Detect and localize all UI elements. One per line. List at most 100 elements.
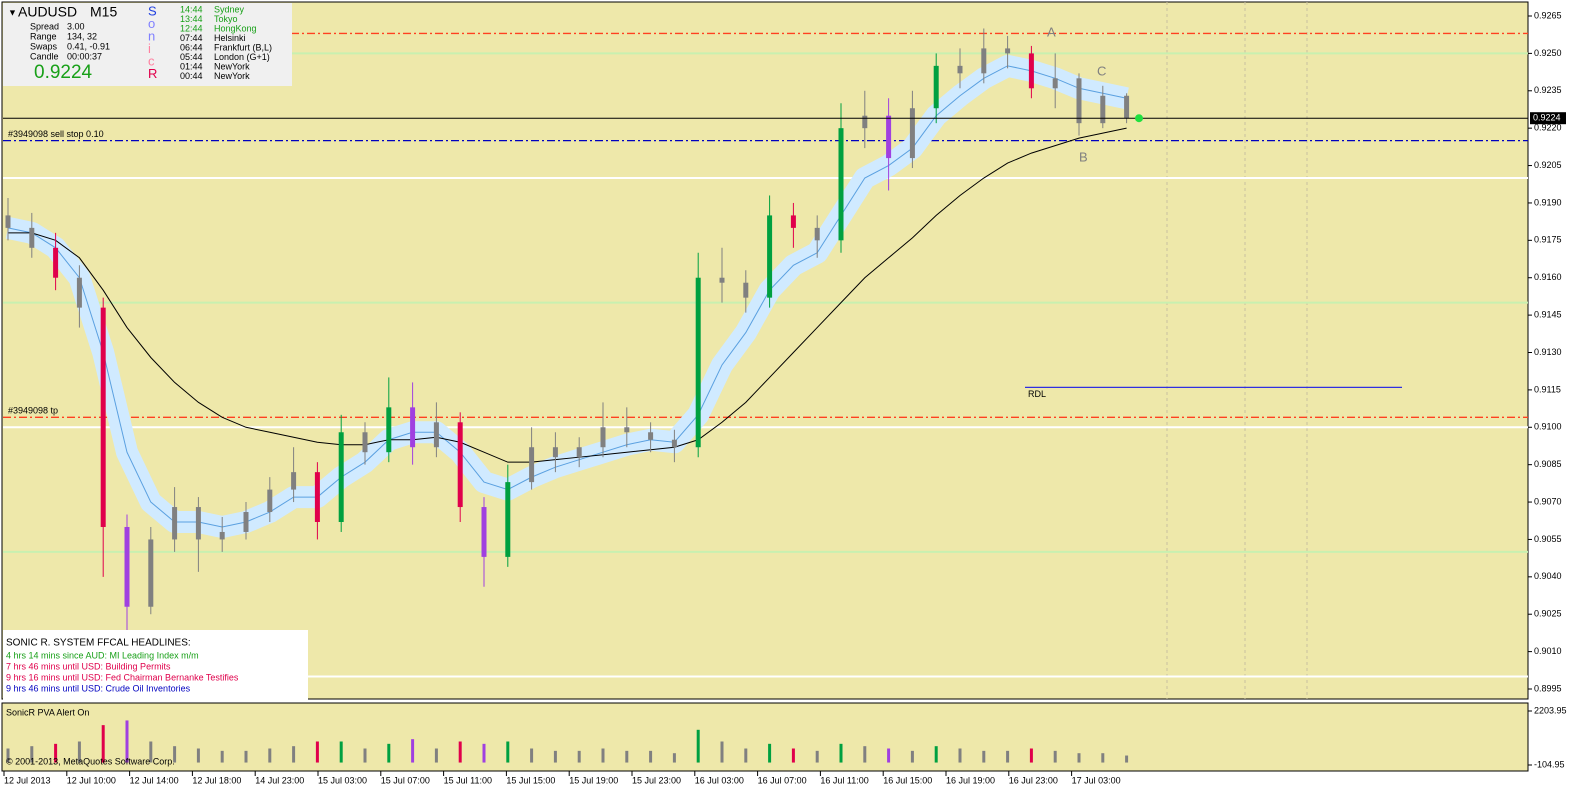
candle-body xyxy=(195,507,201,540)
plot: #3949098 sell stop 0.10 #3949098 tp RDL xyxy=(3,28,1528,763)
x-tick-label: 16 Jul 15:00 xyxy=(883,775,932,785)
y-tick-label: 0.9130 xyxy=(1534,347,1562,357)
candle-body xyxy=(386,407,392,453)
candle-body xyxy=(172,507,178,540)
candle-body xyxy=(124,526,130,607)
symbol: AUDUSD xyxy=(18,4,77,20)
sonic-letter: c xyxy=(148,53,155,68)
session-city: NewYork xyxy=(214,61,250,71)
copyright: © 2001-2013, MetaQuotes Software Corp. xyxy=(6,756,175,766)
x-tick-label: 12 Jul 10:00 xyxy=(67,775,116,785)
v-tick-label: -104.95 xyxy=(1534,759,1565,769)
candle-body xyxy=(314,472,320,522)
candle-body xyxy=(957,65,963,74)
candle-body xyxy=(338,432,344,522)
current-price-dot xyxy=(1135,114,1143,123)
x-tick-label: 16 Jul 11:00 xyxy=(820,775,868,785)
candle-body xyxy=(648,432,654,440)
candle-body xyxy=(719,277,725,283)
x-tick-label: 15 Jul 23:00 xyxy=(632,775,681,785)
candle-body xyxy=(243,512,249,532)
y-tick-label: 0.9250 xyxy=(1534,48,1562,58)
ma-fast xyxy=(7,65,1127,528)
volume-panel xyxy=(1,702,1529,772)
current-price-label: 0.9224 xyxy=(1533,113,1561,123)
candle-body xyxy=(291,472,297,490)
x-tick-label: 16 Jul 03:00 xyxy=(695,775,744,785)
candle-body xyxy=(600,427,606,448)
x-tick-label: 15 Jul 15:00 xyxy=(506,775,555,785)
candle-body xyxy=(624,427,630,433)
candle-body xyxy=(886,115,892,159)
price: 0.9224 xyxy=(34,62,93,83)
y-tick-label: 0.9220 xyxy=(1534,123,1562,133)
y-tick-label: 0.9190 xyxy=(1534,197,1562,207)
candle-body xyxy=(219,531,225,540)
info-value: 00:00:37 xyxy=(67,51,102,61)
info-value: 0.41, -0.91 xyxy=(67,41,110,51)
session-time: 14:44 xyxy=(180,4,203,14)
candle-body xyxy=(981,48,987,74)
candle-body xyxy=(76,277,82,308)
news-lines: 4 hrs 14 mins since AUD: MI Leading Inde… xyxy=(6,650,239,693)
y-tick-label: 0.9175 xyxy=(1534,235,1562,245)
volume-title: SonicR PVA Alert On xyxy=(6,707,89,717)
candle-body xyxy=(1124,95,1130,119)
y-tick-label: 0.9100 xyxy=(1534,422,1562,432)
pattern-label: B xyxy=(1079,149,1088,164)
candle-body xyxy=(767,215,773,298)
news-line: 9 hrs 16 mins until USD: Fed Chairman Be… xyxy=(6,672,239,682)
session-time: 00:44 xyxy=(180,71,203,81)
y-tick-label: 0.9235 xyxy=(1534,85,1562,95)
ma-slow xyxy=(8,127,1127,463)
news-line: 9 hrs 46 mins until USD: Crude Oil Inven… xyxy=(6,683,191,693)
sonic-letter: n xyxy=(148,28,155,43)
y-tick-label: 0.9115 xyxy=(1534,384,1561,394)
session-city: Frankfurt (B,L) xyxy=(214,42,272,52)
candle-body xyxy=(790,215,796,228)
info-label: Candle xyxy=(30,51,59,61)
candle-body xyxy=(576,447,582,458)
session-city: Sydney xyxy=(214,4,245,14)
info-label: Swaps xyxy=(30,41,58,51)
info-arrow: ▼ xyxy=(8,7,17,17)
candle-body xyxy=(1052,78,1058,89)
info-panel xyxy=(3,3,292,86)
y-tick-label: 0.9145 xyxy=(1534,309,1562,319)
sessions: 14:44 Sydney 13:44 Tokyo 12:44 HongKong 07:44 H… xyxy=(180,4,272,81)
y-tick-label: 0.9055 xyxy=(1534,534,1562,544)
v-tick-label: 2203.95 xyxy=(1534,705,1567,715)
candle-body xyxy=(695,277,701,448)
news-panel xyxy=(3,630,308,700)
x-tick-label: 16 Jul 23:00 xyxy=(1009,775,1058,785)
candle-body xyxy=(362,432,368,453)
info-label: Spread xyxy=(30,21,59,31)
session-time: 12:44 xyxy=(180,23,203,33)
y-tick-label: 0.9010 xyxy=(1534,646,1562,656)
session-time: 13:44 xyxy=(180,14,203,24)
candle-body xyxy=(433,422,439,448)
x-tick-label: 15 Jul 07:00 xyxy=(381,775,430,785)
sonic-letter: R xyxy=(148,66,157,81)
x-tick-label: 12 Jul 14:00 xyxy=(130,775,179,785)
session-city: Tokyo xyxy=(214,14,238,24)
candle-body xyxy=(410,407,416,448)
candle-body xyxy=(1005,48,1011,54)
info-label: Range xyxy=(30,31,57,41)
session-time: 05:44 xyxy=(180,52,203,62)
candle-body xyxy=(481,507,487,557)
info-value: 134, 32 xyxy=(67,31,97,41)
y-tick-label: 0.9070 xyxy=(1534,496,1562,506)
candle-body xyxy=(1076,78,1082,124)
candle-body xyxy=(1028,53,1034,89)
info-value: 3.00 xyxy=(67,21,85,31)
sonic-letter: o xyxy=(148,16,155,31)
y-tick-label: 0.9265 xyxy=(1534,10,1562,20)
session-city: NewYork xyxy=(214,71,250,81)
news-title: SONIC R. SYSTEM FFCAL HEADLINES: xyxy=(6,638,191,649)
candle-body xyxy=(814,227,820,241)
x-tick-label: 17 Jul 03:00 xyxy=(1072,775,1121,785)
candle-body xyxy=(267,489,273,513)
candle-body xyxy=(933,65,939,109)
